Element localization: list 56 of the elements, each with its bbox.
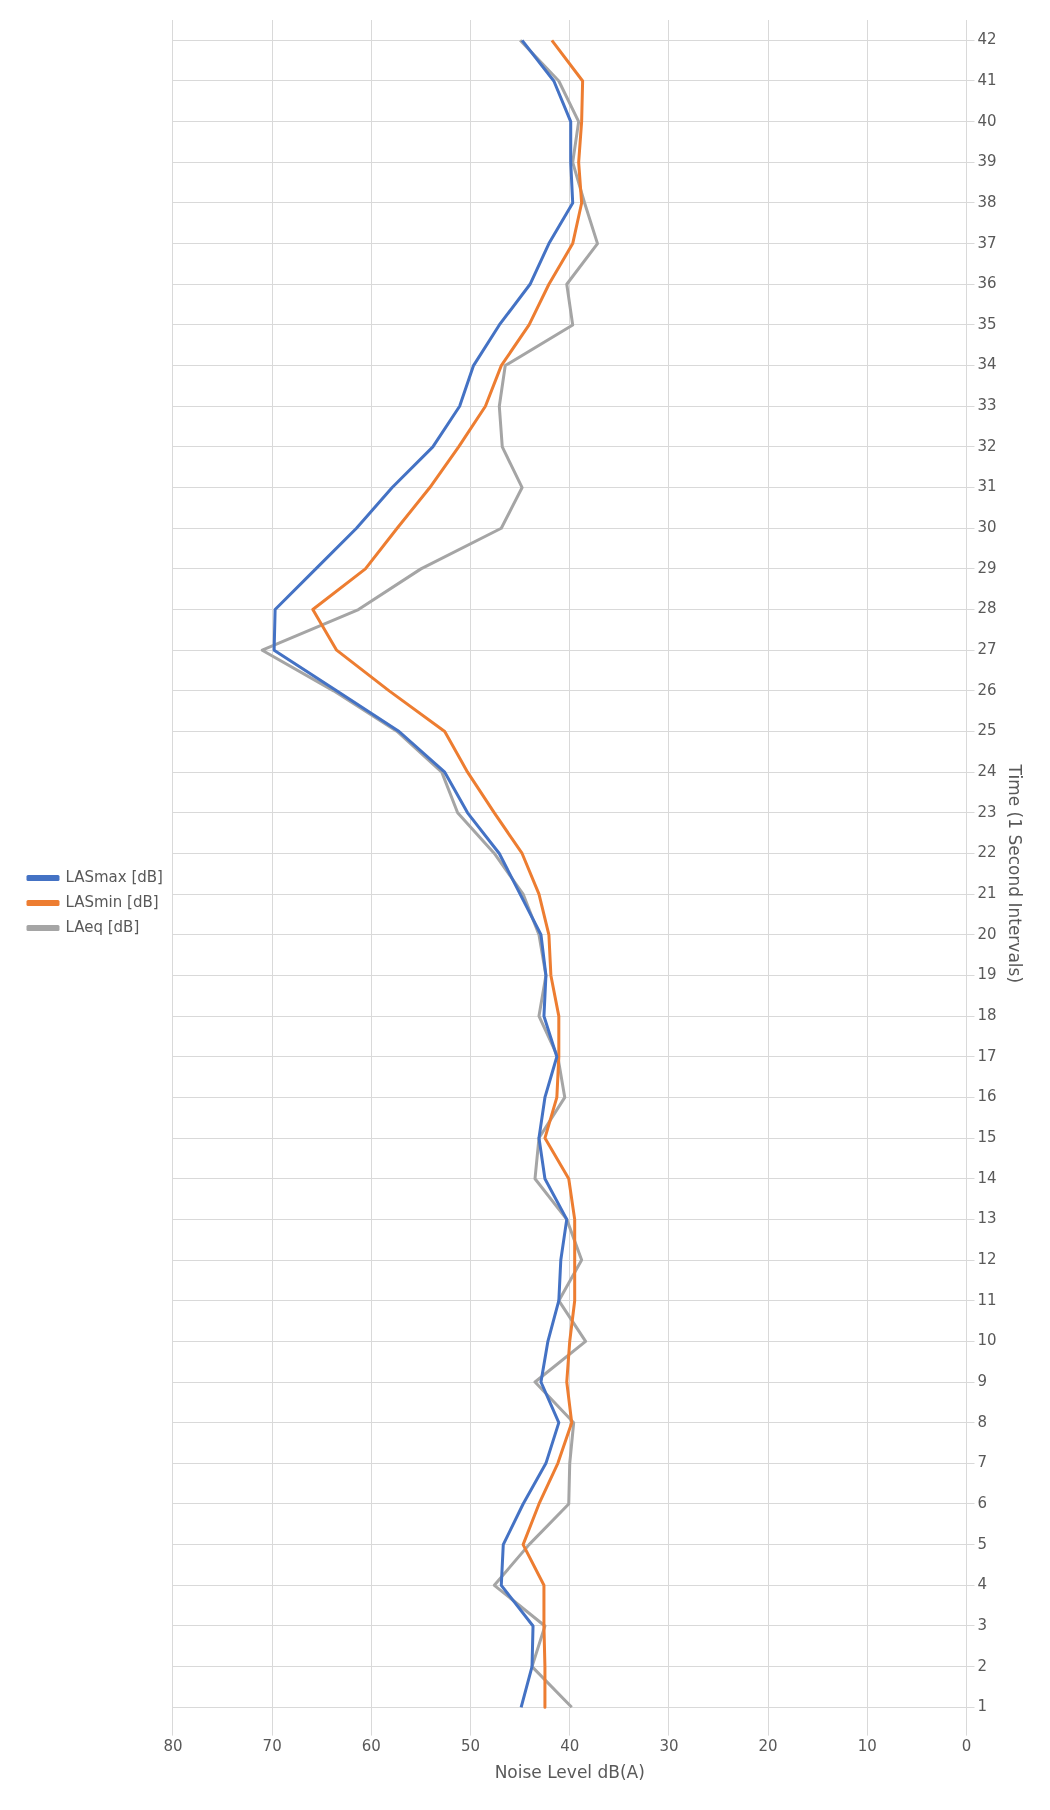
y-tick-label: 9 <box>977 1371 988 1390</box>
x-tick-label: 70 <box>262 1737 282 1756</box>
y-tick-label: 25 <box>977 721 997 740</box>
y-tick-label: 26 <box>977 680 997 699</box>
legend-label: LASmin [dB] <box>65 892 159 911</box>
y-tick-label: 29 <box>977 558 997 577</box>
x-axis-title: Noise Level dB(A) <box>494 1762 645 1783</box>
y-tick-label: 28 <box>977 599 997 618</box>
x-tick-label: 10 <box>857 1737 877 1756</box>
y-tick-label: 22 <box>977 843 997 862</box>
y-tick-label: 33 <box>977 396 997 415</box>
y-tick-label: 15 <box>977 1127 997 1146</box>
x-tick-label: 50 <box>460 1737 481 1756</box>
y-tick-label: 8 <box>977 1412 988 1431</box>
y-tick-label: 10 <box>977 1331 997 1350</box>
y-tick-label: 16 <box>977 1087 997 1106</box>
y-tick-label: 12 <box>977 1249 997 1268</box>
y-tick-label: 41 <box>977 70 997 89</box>
y-tick-label: 20 <box>977 924 997 943</box>
y-tick-label: 3 <box>977 1615 988 1634</box>
x-tick-label: 80 <box>163 1737 183 1756</box>
x-tick-label: 30 <box>659 1737 679 1756</box>
y-tick-label: 19 <box>977 965 997 984</box>
y-tick-label: 13 <box>977 1209 997 1228</box>
y-tick-label: 42 <box>977 30 997 49</box>
y-tick-label: 40 <box>977 111 997 130</box>
y-tick-label: 7 <box>977 1453 988 1472</box>
y-tick-label: 11 <box>977 1290 997 1309</box>
x-tick-label: 0 <box>961 1737 972 1756</box>
y-tick-label: 32 <box>977 436 997 455</box>
y-tick-label: 6 <box>977 1493 988 1512</box>
y-tick-label: 36 <box>977 274 997 293</box>
y-tick-label: 35 <box>977 314 997 333</box>
y-tick-label: 5 <box>977 1534 988 1553</box>
y-tick-label: 17 <box>977 1046 997 1065</box>
y-tick-label: 1 <box>977 1697 988 1716</box>
y-tick-label: 30 <box>977 518 997 537</box>
y-tick-label: 37 <box>977 233 997 252</box>
x-tick-label: 60 <box>361 1737 381 1756</box>
legend-label: LAeq [dB] <box>65 917 140 936</box>
y-tick-label: 18 <box>977 1005 997 1024</box>
y-tick-label: 31 <box>977 477 997 496</box>
legend-label: LASmax [dB] <box>65 867 163 886</box>
y-tick-label: 21 <box>977 884 997 903</box>
y-tick-label: 2 <box>977 1656 988 1675</box>
y-tick-label: 4 <box>977 1575 988 1594</box>
x-tick-label: 40 <box>560 1737 580 1756</box>
y-tick-label: 24 <box>977 762 997 781</box>
y-tick-label: 38 <box>977 192 997 211</box>
y-tick-label: 27 <box>977 640 997 659</box>
y-tick-label: 14 <box>977 1168 997 1187</box>
y-tick-label: 23 <box>977 802 997 821</box>
y-tick-label: 39 <box>977 152 997 171</box>
y-axis-title: Time (1 Second Intervals) <box>1005 763 1026 984</box>
x-tick-label: 20 <box>758 1737 778 1756</box>
y-tick-label: 34 <box>977 355 997 374</box>
